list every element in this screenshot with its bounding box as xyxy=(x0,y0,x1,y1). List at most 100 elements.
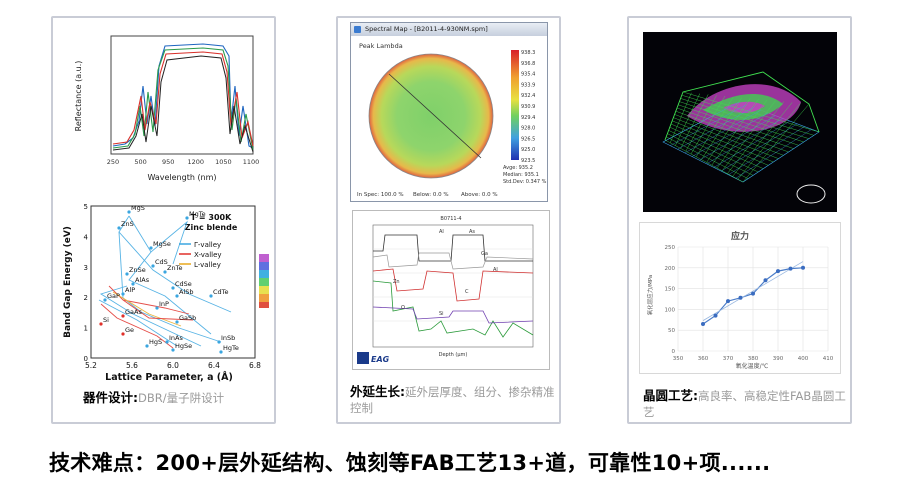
stress-data-point xyxy=(776,269,780,274)
mesh-line xyxy=(669,92,692,143)
bandgap-ytick: 0 xyxy=(84,355,88,363)
bandgap-xtick: 6.4 xyxy=(208,361,220,370)
map-color-scale xyxy=(511,50,519,160)
legend-l: L-valley xyxy=(194,261,221,269)
stress-chart: 应力 氧化层应力/MPa 氧化温度/℃ 0 50 100 150 200 250 350 36… xyxy=(639,222,841,374)
technical-difficulty-statement: 技术难点：200+层外延结构、蚀刻等FAB工艺13+道，可靠性10+项.....… xyxy=(49,451,771,475)
stress-chart-xlabel: 氧化温度/℃ xyxy=(736,362,769,370)
stress-chart-ticks: 0 50 100 150 200 250 350 360 370 380 390 400 410 xyxy=(665,245,834,362)
mesh-line xyxy=(674,114,784,156)
mesh-line xyxy=(666,136,749,179)
reflectance-xticks: 250 500 950 1200 1050 1100 xyxy=(107,158,259,166)
reflectance-ylabel: Reflectance (a.u.) xyxy=(74,61,83,132)
material-point xyxy=(151,264,155,268)
reflectance-xtick: 950 xyxy=(162,158,174,166)
sims-trace-black xyxy=(373,234,533,262)
stress-chart-grid xyxy=(677,246,829,352)
sims-trace-green xyxy=(372,280,534,338)
material-label: ZnTe xyxy=(167,264,182,272)
mesh-line xyxy=(672,120,774,163)
bandgap-ytick: 3 xyxy=(84,264,88,272)
material-point xyxy=(121,292,125,296)
mesh-line xyxy=(680,98,809,139)
base-line xyxy=(713,120,791,168)
material-point xyxy=(121,314,125,318)
material-label: GaP xyxy=(107,292,120,300)
material-label: GaSb xyxy=(179,314,196,322)
sims-trace-purple xyxy=(372,306,534,324)
bandgap-ytick: 1 xyxy=(84,325,88,333)
base-line xyxy=(684,109,761,154)
map-scale-label: 928.0 xyxy=(521,126,535,132)
material-label: AlP xyxy=(125,286,135,294)
material-label: InSb xyxy=(221,334,235,342)
stress-xtick: 390 xyxy=(773,356,784,362)
material-label: CdS xyxy=(155,258,168,266)
material-point xyxy=(155,306,159,310)
bandgap-connection-lines xyxy=(98,215,232,349)
reflectance-xtick: 500 xyxy=(134,158,146,166)
base-line xyxy=(728,126,805,175)
bandgap-ylabel: Band Gap Energy (eV) xyxy=(63,226,73,338)
material-point xyxy=(171,286,175,290)
epi-caption-rest: 延外层厚度、组分、掺杂精准控制 xyxy=(350,385,555,415)
mesh-line xyxy=(670,123,769,166)
stress-xtick: 360 xyxy=(698,356,709,362)
sims-element-label: Al xyxy=(439,229,444,235)
bandgap-title-2: Zinc blende xyxy=(185,223,238,232)
spectral-map-window-title: Spectral Map - [B2011-4-930NM.spm] xyxy=(365,25,488,33)
material-label: ZnS xyxy=(121,220,134,228)
reflectance-xtick: 1200 xyxy=(188,158,205,166)
reflectance-curve-1 xyxy=(112,43,254,149)
bandgap-xtick: 6.0 xyxy=(167,361,179,370)
material-point xyxy=(127,210,131,214)
material-label: InAs xyxy=(169,334,183,342)
material-label: MgS xyxy=(131,204,145,212)
material-point xyxy=(163,270,167,274)
mesh-line xyxy=(690,95,726,155)
sims-element-label: Si xyxy=(439,311,444,317)
base-line xyxy=(677,107,754,150)
material-point xyxy=(125,272,129,276)
stress-data-point xyxy=(801,265,805,270)
base-line xyxy=(735,129,812,179)
bandgap-title-1: T = 300K xyxy=(191,213,232,222)
bandgap-xtick: 6.8 xyxy=(249,361,261,370)
material-point xyxy=(171,348,175,352)
map-scale-label: 925.0 xyxy=(521,147,535,153)
sims-trace-gray xyxy=(372,252,534,270)
stress-ytick: 150 xyxy=(665,287,676,293)
stress-ytick: 200 xyxy=(665,266,676,272)
spectral-map-label: Peak Lambda xyxy=(359,42,403,50)
mesh-line xyxy=(680,94,709,149)
reflectance-xtick: 250 xyxy=(107,158,119,166)
sims-depth-profile: B0711-4 Zn Al As Ga Al C Si O Depth (μm) EAG xyxy=(352,210,550,370)
reflectance-curve-2 xyxy=(112,47,254,151)
mesh-line xyxy=(675,93,701,146)
wafer-3d-mesh-image xyxy=(643,32,837,212)
bandgap-ytick: 5 xyxy=(84,203,88,211)
device-caption-bold: 器件设计: xyxy=(83,390,138,405)
mesh-line xyxy=(742,103,810,183)
mesh-line xyxy=(722,100,776,171)
material-point xyxy=(117,226,121,230)
reflectance-xtick: 1050 xyxy=(215,158,232,166)
base-line xyxy=(670,104,747,146)
mesh-line xyxy=(668,130,759,173)
stress-chart-ylabel: 氧化层应力/MPa xyxy=(646,275,654,316)
material-label: HgSe xyxy=(175,342,192,350)
stress-data-point xyxy=(763,278,768,283)
base-line xyxy=(662,101,740,143)
spectral-map-window: Spectral Map - [B2011-4-930NM.spm] xyxy=(350,22,548,202)
reflectance-curve-4 xyxy=(112,55,254,153)
stress-xtick: 370 xyxy=(723,356,734,362)
stress-ytick: 100 xyxy=(665,307,676,313)
material-point xyxy=(149,246,153,250)
mesh-line xyxy=(664,91,684,141)
epitaxy-caption: 外延生长:延外层厚度、组分、掺杂精准控制 xyxy=(350,384,555,416)
material-label: MgTe xyxy=(189,210,206,218)
epi-caption-bold: 外延生长: xyxy=(350,384,405,399)
stress-trendline xyxy=(702,261,804,321)
map-footer-inspec: In Spec: 100.0 % xyxy=(357,192,404,198)
